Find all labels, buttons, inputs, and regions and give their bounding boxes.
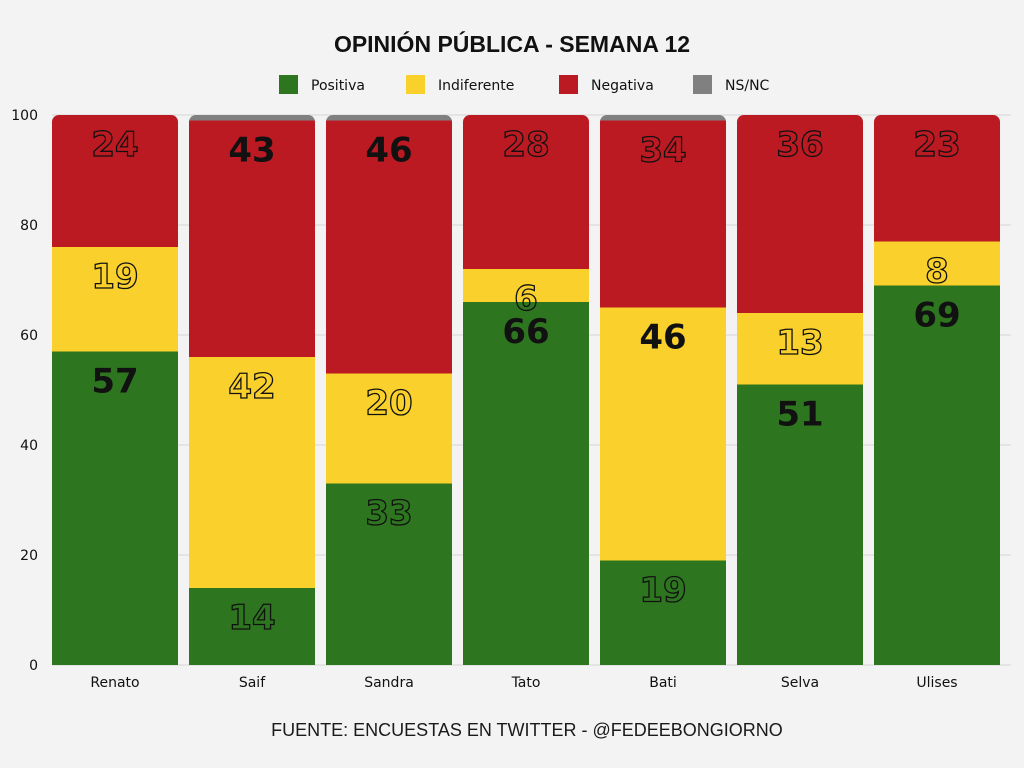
bar-segment-ulises-negativa	[874, 115, 1000, 242]
bar-group-sandra	[326, 115, 452, 665]
bar-segment-renato-indiferente	[52, 247, 178, 352]
bar-group-saif	[189, 115, 315, 665]
y-tick-label: 0	[29, 658, 38, 674]
source-note: FUENTE: ENCUESTAS EN TWITTER - @FEDEEBON…	[271, 720, 783, 740]
bar-segment-sandra-ns-nc	[326, 115, 452, 121]
value-label-tato-negativa: 28	[502, 125, 549, 165]
bar-segment-selva-indiferente	[737, 313, 863, 385]
value-label-saif-positiva: 14	[228, 598, 275, 638]
category-label-sandra: Sandra	[364, 675, 414, 691]
category-label-ulises: Ulises	[916, 675, 957, 691]
value-labels: 57 19 24 14 42 43 33 20 46 666 28 19 46 34 51 13 36 698 23	[91, 124, 962, 638]
y-tick-label: 80	[20, 218, 38, 234]
value-label-sandra-indiferente: 20	[365, 384, 412, 424]
bar-segment-ulises-positiva	[874, 285, 1000, 665]
category-label-bati: Bati	[649, 675, 677, 691]
legend-swatch-positiva	[279, 75, 298, 94]
value-label-ulises-positiva: 69	[913, 296, 960, 336]
value-label-saif-indiferente: 42	[228, 367, 275, 407]
bar-segment-selva-negativa	[737, 115, 863, 313]
value-label-selva-indiferente: 13	[776, 323, 823, 363]
y-tick-label: 60	[20, 328, 38, 344]
legend-label-ns-nc: NS/NC	[725, 78, 770, 94]
value-label-tato-indiferente: 6	[514, 279, 538, 319]
chart-title: OPINIÓN PÚBLICA - SEMANA 12	[334, 30, 690, 57]
value-label-selva-negativa: 36	[776, 125, 823, 165]
legend-swatch-negativa	[559, 75, 578, 94]
value-label-renato-indiferente: 19	[91, 257, 138, 297]
value-label-bati-negativa: 34	[639, 131, 686, 171]
value-label-saif-negativa: 43	[228, 131, 275, 171]
legend-label-negativa: Negativa	[591, 78, 654, 94]
value-label-bati-positiva: 19	[639, 571, 686, 611]
bar-group-tato	[463, 115, 589, 665]
bar-segment-renato-positiva	[52, 351, 178, 665]
bar-segment-saif-positiva	[189, 588, 315, 665]
value-label-renato-positiva: 57	[91, 362, 138, 402]
y-axis: 0 20 40 60 80 100	[11, 108, 38, 674]
bar-segment-tato-indiferente	[463, 269, 589, 302]
bar-group-renato	[52, 115, 178, 665]
bar-segment-tato-negativa	[463, 115, 589, 269]
bar-segment-ulises-indiferente	[874, 241, 1000, 286]
y-tick-label: 20	[20, 548, 38, 564]
legend-label-positiva: Positiva	[311, 78, 365, 94]
category-label-saif: Saif	[239, 675, 266, 691]
y-tick-label: 100	[11, 108, 38, 124]
x-axis: Renato Saif Sandra Tato Bati Selva Ulises	[90, 675, 957, 691]
value-label-ulises-negativa: 23	[913, 125, 960, 165]
legend-swatch-ns-nc	[693, 75, 712, 94]
category-label-selva: Selva	[781, 675, 819, 691]
bar-segment-sandra-positiva	[326, 483, 452, 665]
legend-label-indiferente: Indiferente	[438, 78, 514, 94]
bar-segment-sandra-indiferente	[326, 373, 452, 484]
bar-segment-renato-negativa	[52, 115, 178, 247]
bar-segment-tato-positiva	[463, 302, 589, 665]
legend: Positiva Indiferente Negativa NS/NC	[279, 75, 770, 94]
value-label-bati-indiferente: 46	[639, 318, 686, 358]
value-label-sandra-positiva: 33	[365, 494, 412, 534]
value-label-renato-negativa: 24	[91, 125, 138, 165]
value-label-sandra-negativa: 46	[365, 131, 412, 171]
category-label-renato: Renato	[90, 675, 139, 691]
bar-segment-selva-positiva	[737, 384, 863, 665]
bar-segment-saif-ns-nc	[189, 115, 315, 121]
category-label-tato: Tato	[511, 675, 541, 691]
value-label-ulises-indiferente: 8	[925, 252, 949, 292]
bars	[52, 115, 1000, 665]
bar-group-selva	[737, 115, 863, 665]
bar-segment-saif-negativa	[189, 120, 315, 357]
value-label-selva-positiva: 51	[776, 395, 823, 435]
legend-swatch-indiferente	[406, 75, 425, 94]
bar-segment-sandra-negativa	[326, 120, 452, 374]
bar-group-bati	[600, 115, 726, 665]
bar-segment-bati-negativa	[600, 120, 726, 308]
bar-segment-bati-positiva	[600, 560, 726, 665]
bar-segment-saif-indiferente	[189, 357, 315, 588]
bar-segment-bati-indiferente	[600, 307, 726, 561]
value-label-tato-positiva: 66	[502, 312, 549, 352]
bar-segment-bati-ns-nc	[600, 115, 726, 121]
bar-group-ulises	[874, 115, 1000, 665]
y-tick-label: 40	[20, 438, 38, 454]
